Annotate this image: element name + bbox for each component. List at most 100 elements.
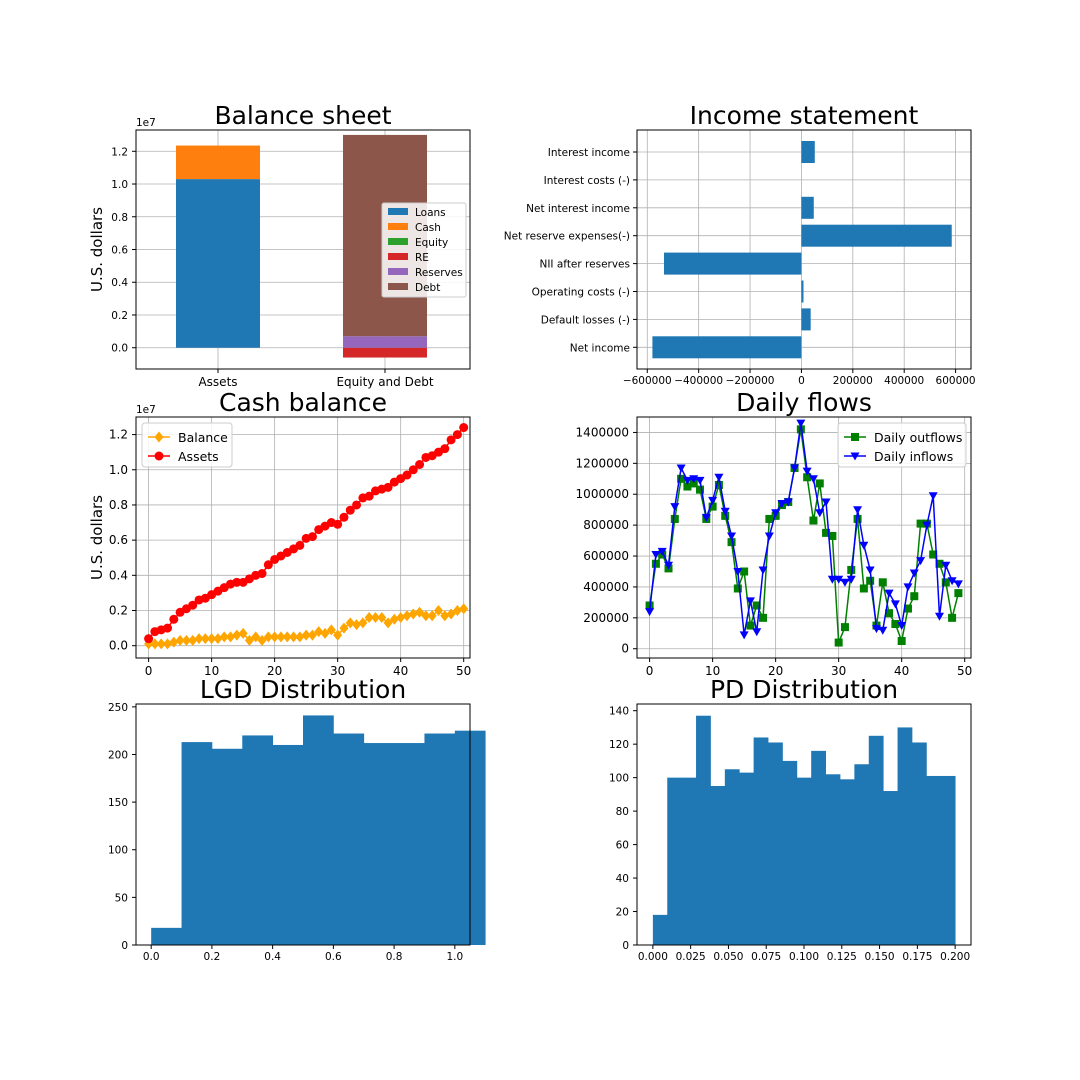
histogram-bar (839, 779, 855, 945)
data-point (440, 444, 450, 454)
histogram-bar (333, 733, 365, 945)
data-point (333, 519, 343, 529)
histogram-bar (424, 733, 456, 945)
y-tick-label: 1000000 (576, 487, 629, 501)
data-point (941, 561, 951, 570)
y-tick-label: 150 (108, 797, 128, 809)
x-tick-label: −400000 (674, 375, 723, 387)
data-point (163, 623, 173, 633)
data-point (846, 575, 856, 584)
y-tick-label: 0 (121, 940, 128, 952)
data-point (909, 569, 919, 578)
legend-label: Balance (178, 430, 228, 445)
data-point (664, 561, 674, 570)
data-point (953, 580, 963, 589)
bar (663, 252, 802, 275)
histogram-bar (854, 764, 870, 945)
histogram-bar (151, 927, 182, 945)
y-tick-label: 600000 (583, 549, 629, 563)
y-tick-label: 0.0 (109, 639, 128, 653)
histogram-bar (782, 760, 798, 945)
y-tick-label: 60 (616, 840, 629, 852)
data-point (840, 578, 850, 587)
bar (652, 336, 802, 359)
x-tick-label: 0.075 (751, 951, 781, 963)
histogram-bar (897, 727, 913, 945)
legend-label: Reserves (415, 267, 463, 279)
data-point (771, 509, 781, 518)
data-point (188, 634, 198, 646)
data-point (745, 597, 755, 606)
x-tick-label: 40 (393, 664, 408, 678)
data-point (181, 634, 191, 646)
x-tick-label: Equity and Debt (336, 375, 433, 389)
data-point (427, 610, 437, 622)
data-point (783, 498, 793, 507)
y-tick-label: 800000 (583, 518, 629, 532)
histogram-bar (940, 775, 956, 945)
data-point (752, 601, 761, 610)
data-point (696, 485, 705, 494)
axes-frame (636, 129, 972, 370)
x-tick-label: 0.000 (638, 951, 668, 963)
data-point (727, 538, 736, 547)
legend-swatch (388, 268, 408, 275)
legend-label: RE (415, 252, 429, 264)
data-point (232, 629, 242, 641)
data-point (402, 470, 412, 480)
histogram-bar (303, 715, 334, 945)
data-point (885, 609, 894, 618)
data-point (345, 617, 355, 629)
y-tick-label: 250 (108, 702, 128, 714)
histogram-bar (652, 914, 668, 945)
data-point (884, 589, 894, 598)
balance-sheet-chart: 0.0 0.2 0.4 0.6 0.8 1.0 1.2 Assets Equity and De… (88, 101, 471, 389)
data-point (282, 631, 292, 643)
data-point (802, 467, 812, 476)
data-point (834, 575, 844, 584)
data-point (941, 578, 950, 587)
data-point (307, 629, 317, 641)
data-point (878, 578, 887, 587)
chart-title: Daily flows (736, 388, 872, 417)
y-tick-label: 1.0 (109, 463, 128, 477)
data-point (676, 464, 686, 473)
y-tick-label: 0.6 (111, 245, 128, 257)
y-tick-label: NII after reserves (539, 259, 630, 271)
data-point (916, 519, 925, 528)
data-point (708, 496, 718, 505)
data-point (339, 512, 349, 522)
data-point (408, 465, 418, 475)
y-tick-label: 0 (621, 642, 629, 656)
legend-marker (154, 451, 164, 461)
y-tick-label: 0.0 (111, 343, 128, 355)
data-point (219, 631, 229, 643)
legend-box (837, 422, 967, 468)
data-point (657, 547, 667, 556)
x-tick-label: 0.4 (264, 951, 281, 963)
data-point (415, 459, 425, 469)
data-point (928, 492, 938, 501)
data-point (194, 633, 204, 645)
data-point (897, 622, 907, 631)
y-tick-label: 120 (609, 739, 629, 751)
chart-title: Balance sheet (214, 101, 391, 130)
x-tick-label: 0.050 (713, 951, 743, 963)
histogram-bar (768, 742, 783, 945)
x-tick-label: 0.2 (204, 951, 221, 963)
x-tick-label: 600000 (936, 375, 976, 387)
legend: Loans Cash Equity RE Reserves Debt (381, 202, 467, 298)
data-point (840, 623, 849, 632)
data-point (169, 636, 179, 648)
data-point (935, 559, 944, 568)
data-point (828, 531, 837, 540)
lgd-distribution-chart: 0.0 0.2 0.4 0.6 0.8 1.0 0 50 100 150 200 250 LGD Dis… (108, 675, 486, 963)
histogram-bar (667, 777, 683, 945)
x-tick-label: 0.175 (902, 951, 932, 963)
histogram-bar (739, 772, 755, 945)
data-point (815, 479, 824, 488)
data-point (326, 624, 336, 636)
y-axis-label: U.S. dollars (88, 207, 106, 292)
histogram-bar (710, 786, 726, 945)
